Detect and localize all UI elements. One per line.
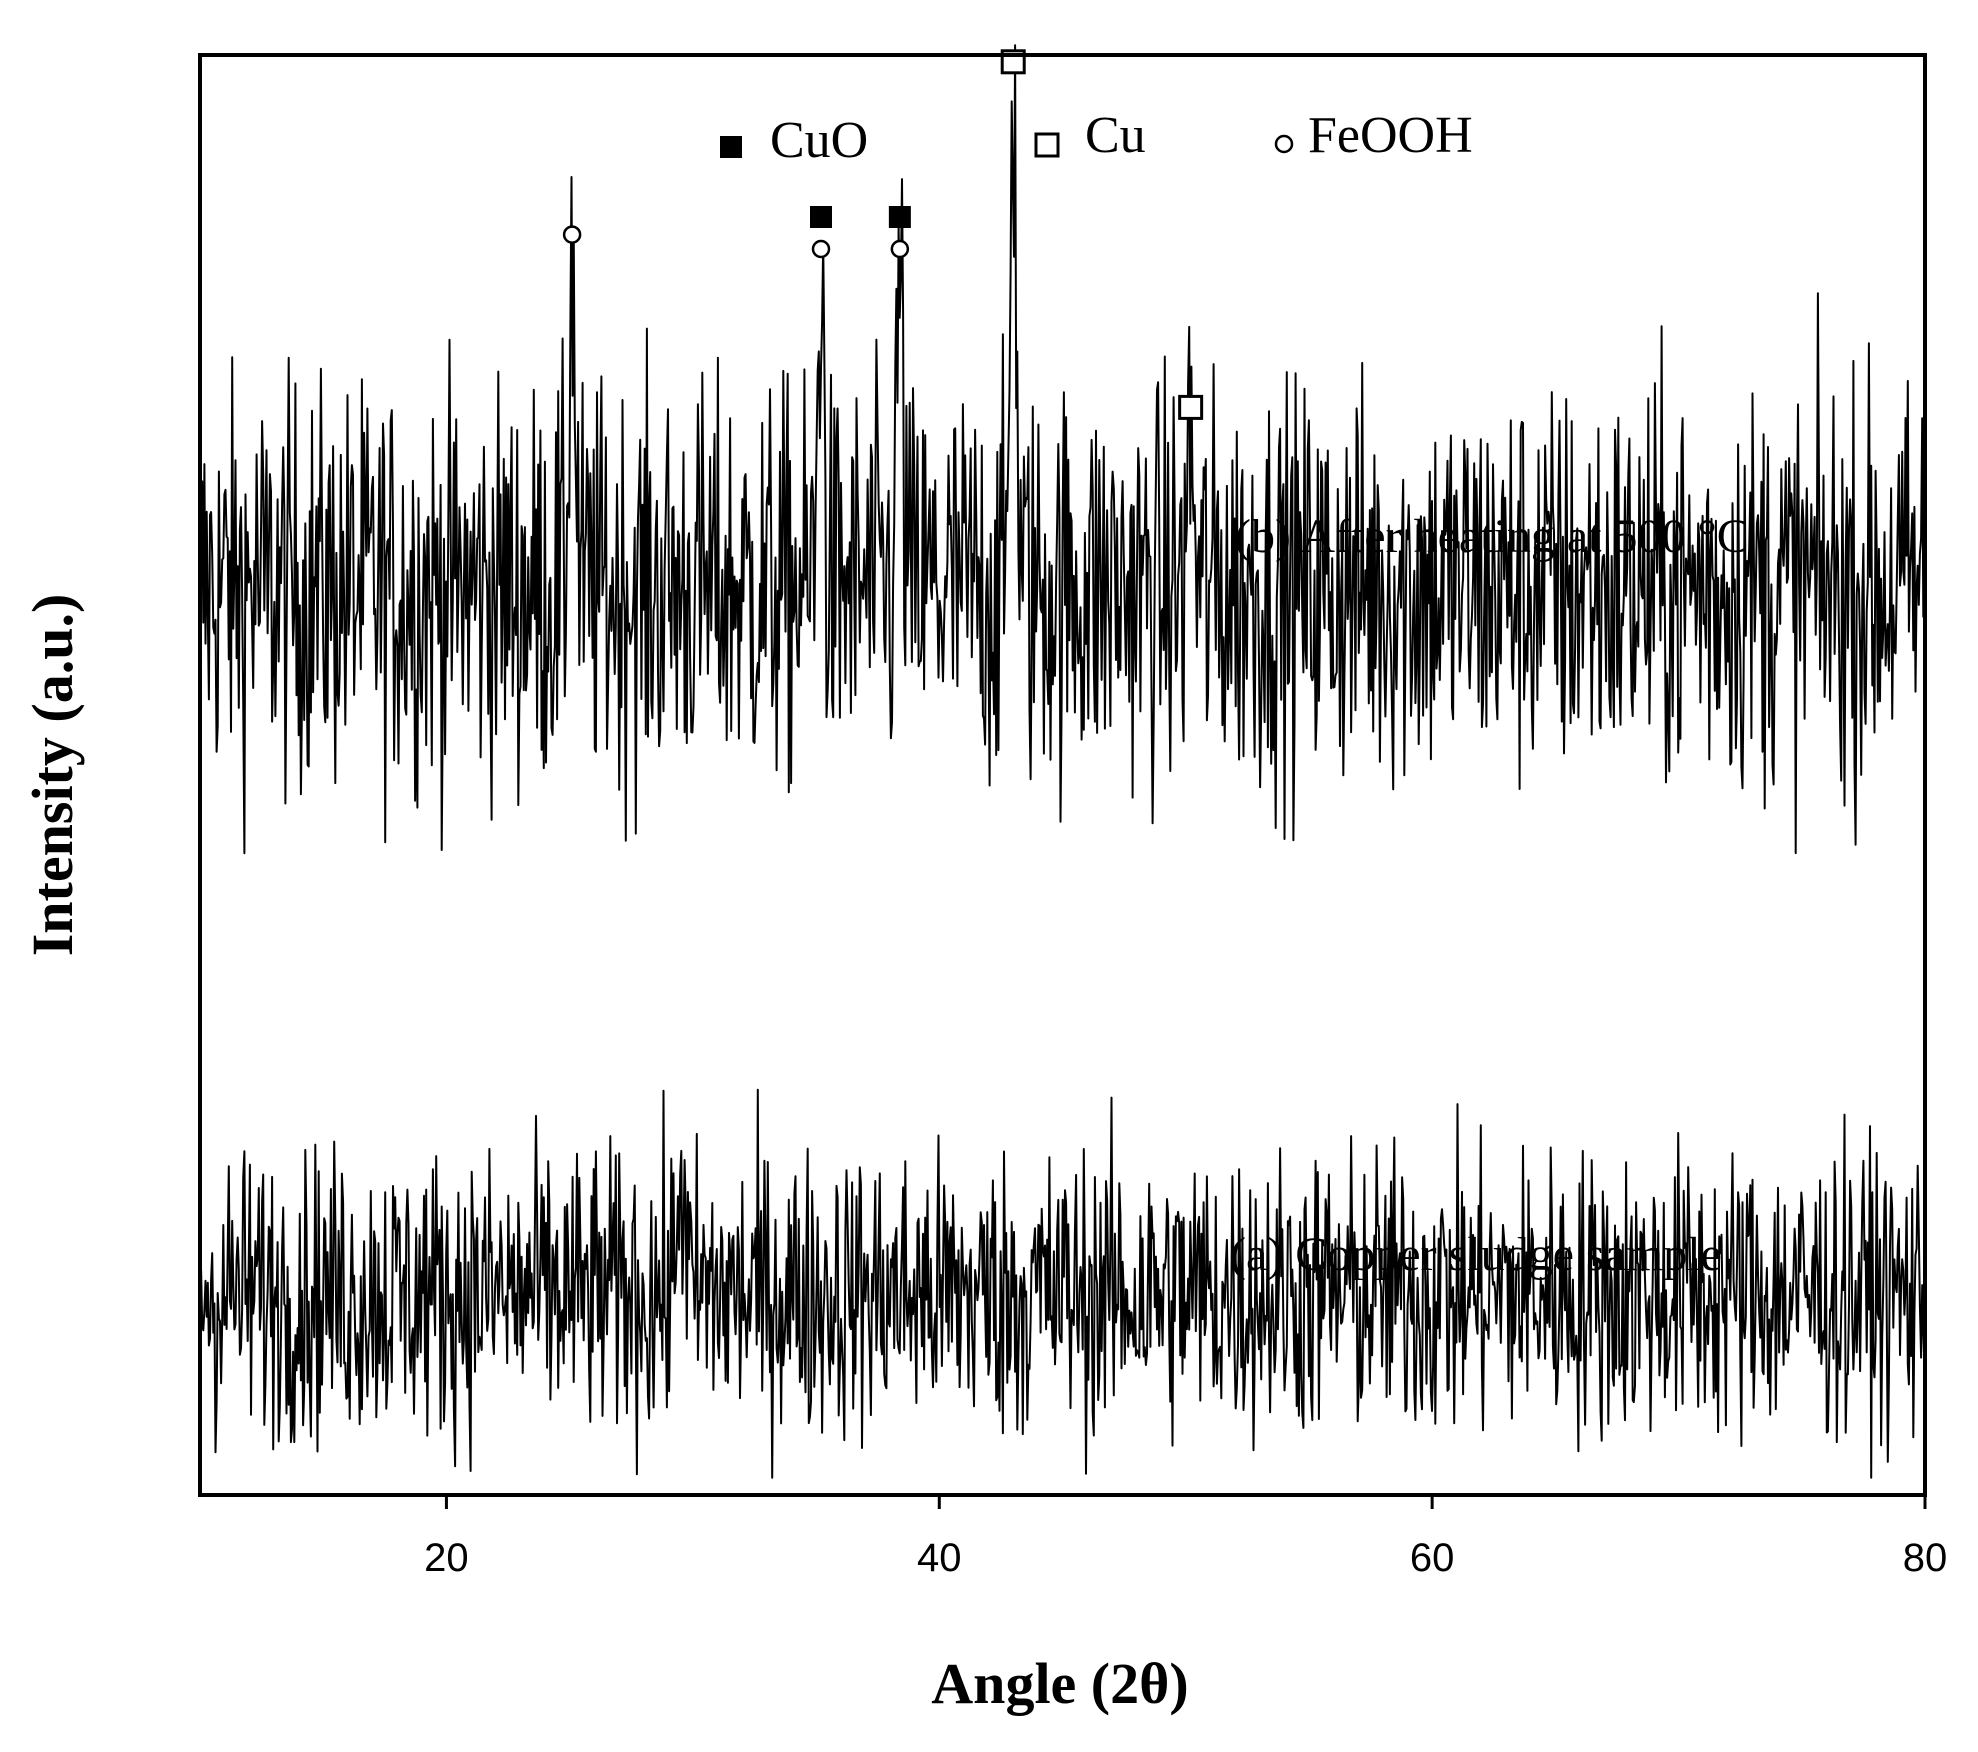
series-label-b: (b) After heating at 500 °C xyxy=(1235,510,1749,563)
peak-marker-cuo xyxy=(810,206,832,228)
peak-marker-cu xyxy=(1178,394,1204,420)
legend-marker-cuo xyxy=(720,136,742,158)
peak-marker-cuo xyxy=(888,206,911,228)
series-layer xyxy=(199,44,1926,1479)
x-tick-layer: 20 40 60 80 xyxy=(424,1495,1947,1580)
legend-marker-cu xyxy=(1034,132,1060,158)
peak-marker-feooh xyxy=(562,225,582,244)
x-tick-label: 20 xyxy=(424,1536,469,1580)
y-axis-title: Intensity (a.u.) xyxy=(20,594,85,957)
legend-label-feooh: FeOOH xyxy=(1308,107,1473,164)
x-tick-label: 40 xyxy=(917,1536,962,1580)
legend-label-cu: Cu xyxy=(1085,107,1146,164)
x-tick-label: 60 xyxy=(1410,1536,1455,1580)
x-tick-label: 80 xyxy=(1903,1536,1948,1580)
series-line-a xyxy=(199,1088,1926,1479)
peak-marker-feooh xyxy=(811,239,831,259)
legend: CuO Cu FeOOH xyxy=(720,107,1473,169)
legend-marker-feooh xyxy=(1274,134,1294,154)
series-label-a: (a) Copper sludge sample xyxy=(1230,1228,1722,1281)
plot-frame xyxy=(198,53,1927,1497)
x-axis-title: Angle (2θ) xyxy=(931,1651,1188,1716)
peak-marker-feooh xyxy=(890,239,910,259)
series-line-b xyxy=(199,44,1926,855)
peak-marker-layer xyxy=(562,49,1204,420)
legend-label-cuo: CuO xyxy=(770,112,868,169)
